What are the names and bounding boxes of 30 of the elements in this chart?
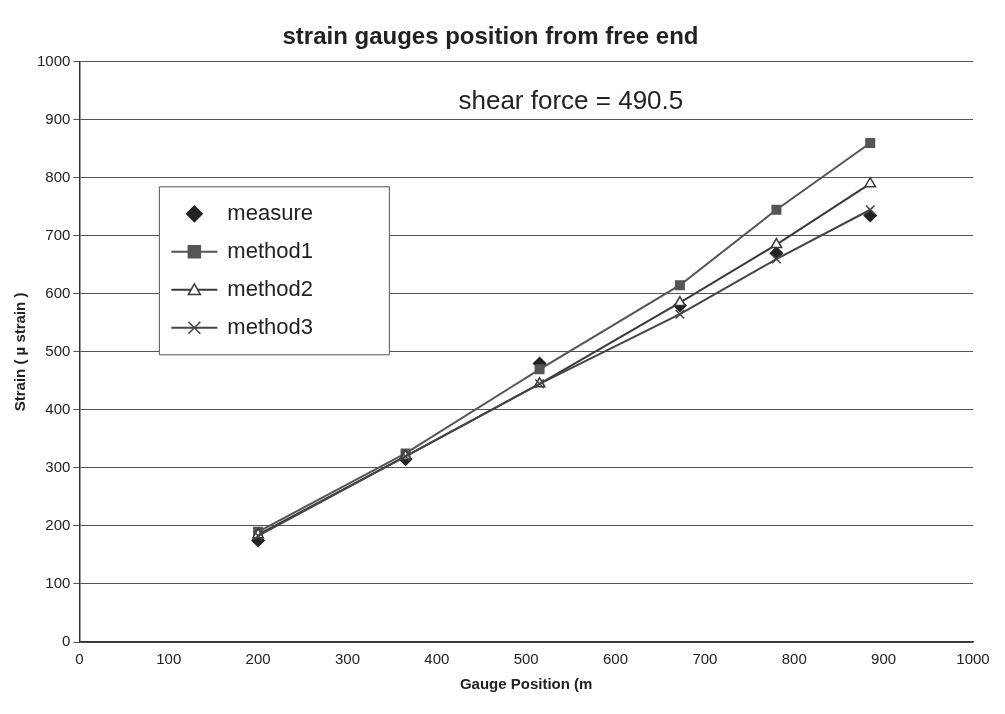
- y-tick-label: 900: [45, 109, 71, 127]
- x-tick-label: 400: [424, 650, 450, 668]
- x-axis-title: Gauge Position (m: [459, 675, 593, 693]
- x-tick-label: 100: [156, 650, 182, 668]
- y-tick-label: 700: [45, 226, 71, 243]
- y-tick-label: 300: [45, 458, 71, 476]
- legend-label: measure: [227, 199, 313, 225]
- x-tick-label: 1000: [956, 650, 990, 668]
- y-axis-title: Strain ( µ strain ): [11, 292, 29, 412]
- y-tick-label: 200: [45, 516, 71, 534]
- x-tick-label: 500: [513, 650, 539, 668]
- x-tick-label: 900: [871, 650, 897, 668]
- y-tick-label: 1000: [36, 51, 71, 69]
- chart-title: strain gauges position from free end: [282, 22, 699, 50]
- y-tick-label: 0: [62, 632, 71, 650]
- x-tick-label: 800: [781, 650, 807, 668]
- y-tick-label: 100: [45, 574, 71, 592]
- y-tick-label: 800: [45, 167, 71, 185]
- y-tick-label: 500: [45, 342, 71, 360]
- y-tick-label: 600: [45, 284, 71, 302]
- x-tick-label: 600: [603, 650, 629, 668]
- x-tick-label: 0: [75, 650, 84, 668]
- annotation: shear force = 490.5: [458, 84, 684, 115]
- x-tick-label: 200: [245, 650, 271, 668]
- y-tick-label: 400: [45, 400, 71, 418]
- legend-label: method1: [227, 237, 313, 263]
- x-tick-label: 300: [334, 650, 360, 668]
- legend-label: method3: [227, 313, 313, 339]
- legend-label: method2: [227, 275, 313, 301]
- x-tick-label: 700: [692, 650, 718, 668]
